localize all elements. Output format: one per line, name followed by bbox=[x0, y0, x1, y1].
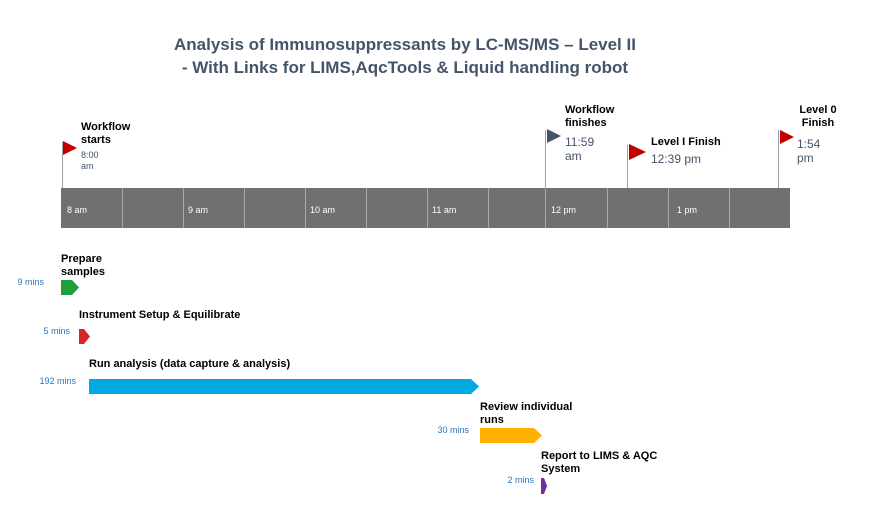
axis-hour-label: 12 pm bbox=[551, 205, 577, 215]
level1-marker-line bbox=[627, 145, 628, 188]
task-run-bar bbox=[89, 379, 479, 394]
milestone-finish-title: Workflow finishes bbox=[565, 104, 615, 129]
task-report-bar bbox=[541, 478, 547, 494]
axis-hour-label: 10 am bbox=[310, 205, 336, 215]
flag-icon bbox=[63, 141, 77, 155]
axis-tick bbox=[305, 188, 306, 228]
axis-tick bbox=[366, 188, 367, 228]
flag-icon bbox=[547, 129, 561, 143]
axis-tick bbox=[488, 188, 489, 228]
level0-marker-line bbox=[778, 130, 779, 188]
axis-tick bbox=[183, 188, 184, 228]
milestone-finish-time: 11:59 am bbox=[565, 135, 595, 163]
title-line-1: Analysis of Immunosuppressants by LC-MS/… bbox=[174, 35, 636, 54]
flag-icon bbox=[629, 144, 646, 160]
task-prepare-duration: 9 mins bbox=[17, 277, 44, 287]
task-review-title: Review individual runs bbox=[480, 401, 573, 426]
axis-tick bbox=[729, 188, 730, 228]
task-prepare-title: Prepare samples bbox=[61, 253, 106, 278]
task-review-duration: 30 mins bbox=[437, 425, 469, 435]
milestone-start-title: Workflow starts bbox=[81, 121, 131, 146]
axis-tick bbox=[427, 188, 428, 228]
axis-tick bbox=[545, 188, 546, 228]
axis-tick bbox=[122, 188, 123, 228]
milestone-level1-time: 12:39 pm bbox=[651, 152, 702, 166]
milestone-level0-time: 1:54 pm bbox=[797, 137, 821, 165]
flag-icon bbox=[780, 130, 794, 144]
task-review-bar bbox=[480, 428, 542, 443]
axis-tick bbox=[244, 188, 245, 228]
axis-hour-label: 8 am bbox=[67, 205, 88, 215]
task-setup-bar bbox=[79, 329, 90, 344]
task-run-duration: 192 mins bbox=[39, 376, 76, 386]
task-run-title: Run analysis (data capture & analysis) bbox=[89, 358, 291, 370]
milestone-level1-title: Level I Finish bbox=[651, 136, 721, 148]
axis-hour-label: 1 pm bbox=[677, 205, 698, 215]
axis-tick bbox=[668, 188, 669, 228]
milestone-start-time: 8:00 am bbox=[81, 150, 99, 171]
axis-hour-label: 11 am bbox=[432, 205, 457, 215]
finish-marker-line bbox=[545, 130, 546, 188]
start-marker-line bbox=[62, 142, 63, 188]
task-setup-title: Instrument Setup & Equilibrate bbox=[79, 309, 241, 321]
title-line-2: - With Links for LIMS,AqcTools & Liquid … bbox=[181, 58, 629, 77]
task-report-title: Report to LIMS & AQC System bbox=[541, 450, 658, 475]
task-report-duration: 2 mins bbox=[507, 475, 534, 485]
axis-tick bbox=[607, 188, 608, 228]
task-setup-duration: 5 mins bbox=[43, 326, 70, 336]
axis-hour-label: 9 am bbox=[188, 205, 209, 215]
task-prepare-bar bbox=[61, 280, 79, 295]
timeline-axis: 8 am 9 am 10 am 11 am 12 pm 1 pm bbox=[61, 188, 790, 228]
milestone-level0-title: Level 0 Finish bbox=[799, 104, 837, 129]
